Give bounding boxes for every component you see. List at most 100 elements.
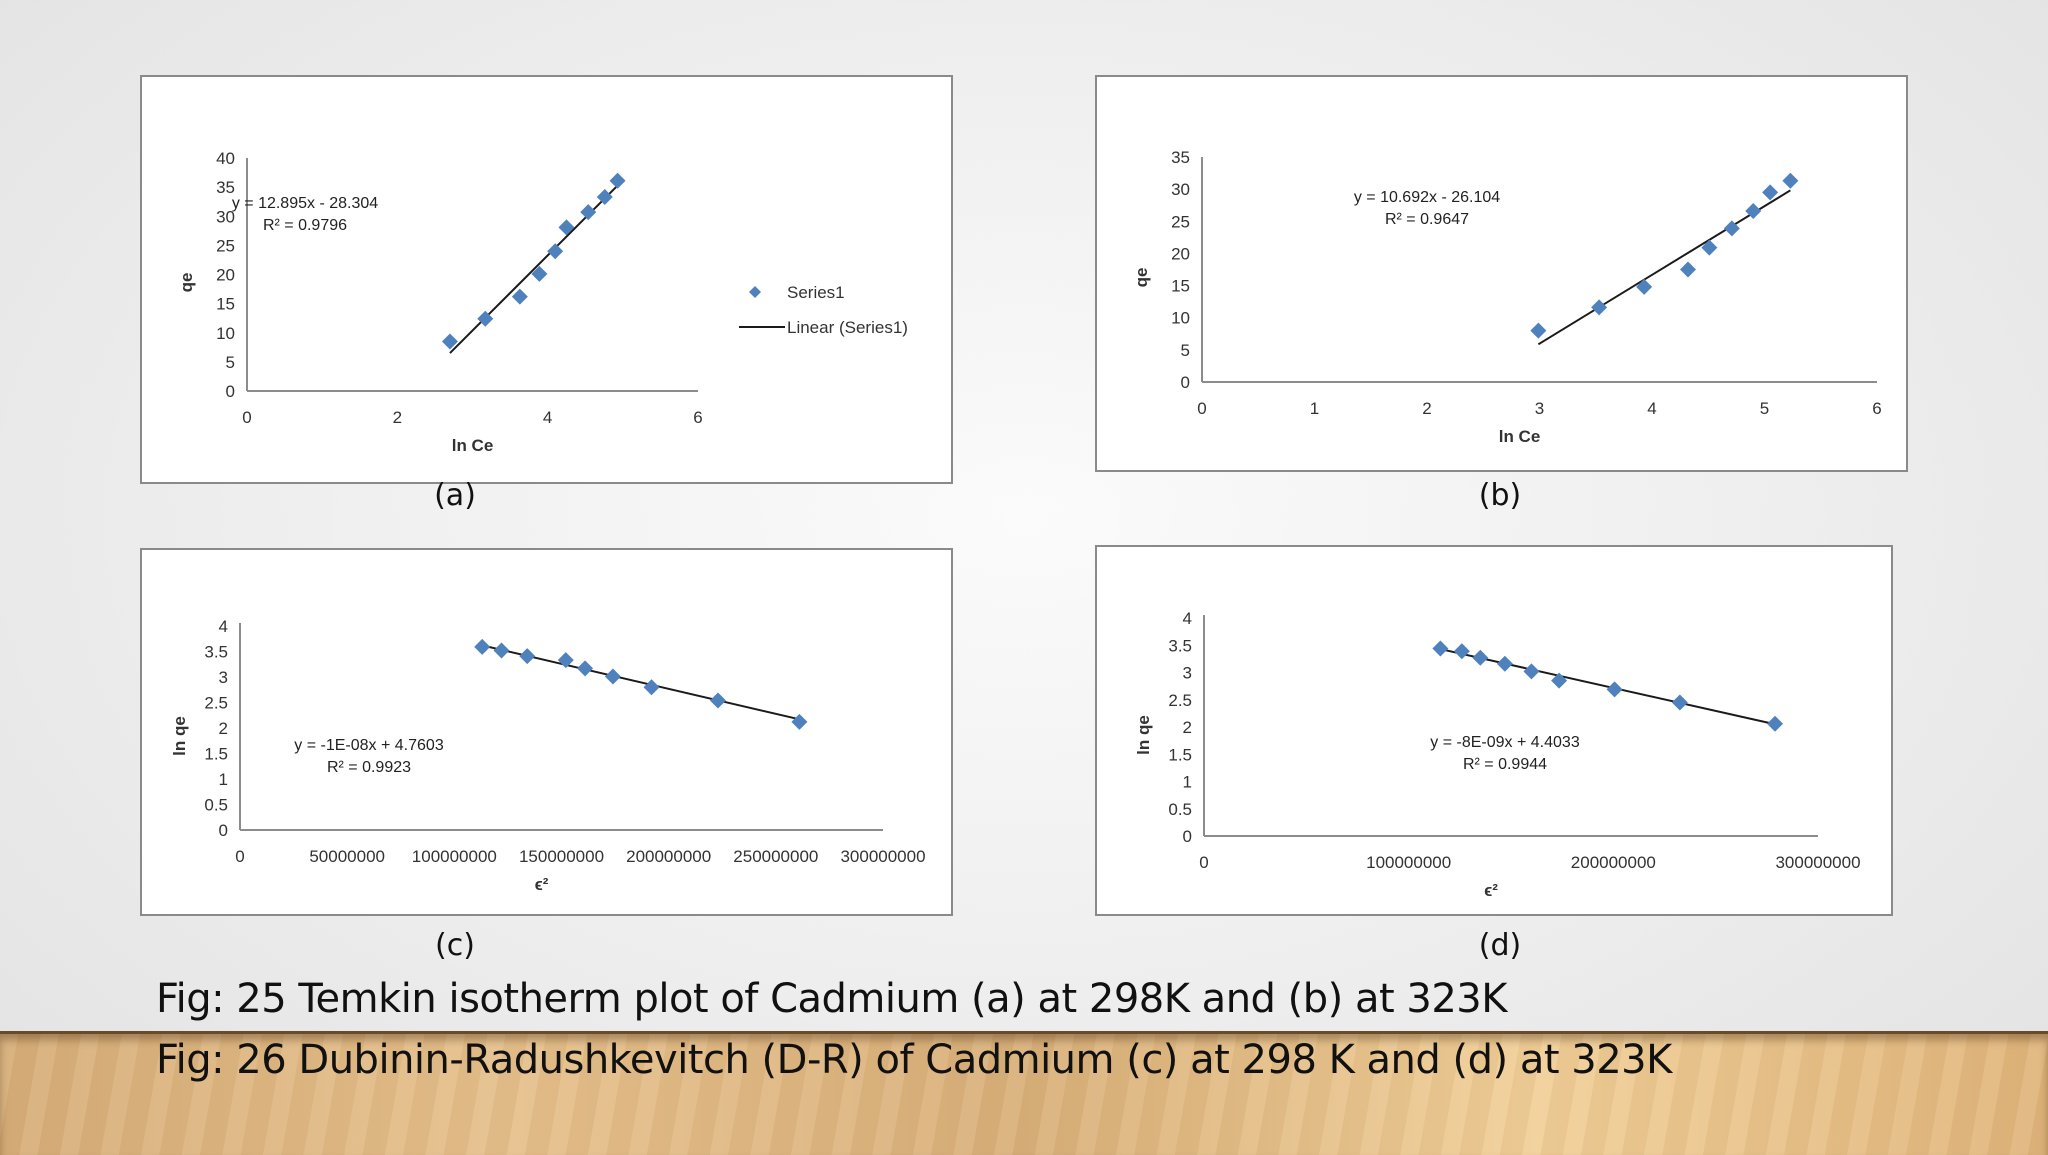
x-tick-label: 250000000 (733, 847, 818, 866)
data-point-marker (519, 648, 536, 665)
y-tick-label: 4 (219, 617, 228, 636)
data-point-marker (1723, 220, 1740, 237)
x-axis-title: ϵ² (1484, 881, 1498, 900)
chart-b: 0 5 10 15 20 25 30 35 0 1 2 3 4 5 6 ln Ce qe y = 10.692x … (1132, 148, 1882, 446)
y-tick-label: 15 (1171, 277, 1190, 296)
data-point-marker (609, 172, 626, 189)
subfigure-label-a: (a) (434, 478, 476, 513)
y-axis-title: ln qe (170, 716, 189, 756)
x-tick-label: 300000000 (840, 847, 925, 866)
y-tick-label: 1 (219, 770, 228, 789)
x-tick-label: 5 (1760, 399, 1769, 418)
y-tick-label: 0 (1183, 827, 1192, 846)
y-tick-label: 35 (216, 178, 235, 197)
data-point-marker (1472, 649, 1489, 666)
y-tick-label: 5 (226, 353, 235, 372)
data-point-marker (604, 668, 621, 685)
x-tick-label: 150000000 (519, 847, 604, 866)
y-axis-title: ln qe (1134, 715, 1153, 755)
r-squared: R² = 0.9796 (263, 217, 347, 234)
y-tick-label: 0.5 (1168, 800, 1192, 819)
x-axis-title: ln Ce (1499, 427, 1541, 446)
data-point-marker (596, 189, 613, 206)
legend-marker-icon (749, 286, 761, 298)
data-point-marker (1591, 299, 1608, 316)
y-tick-label: 1.5 (204, 745, 228, 764)
x-tick-label: 200000000 (1571, 853, 1656, 872)
data-point-marker (1636, 278, 1653, 295)
y-tick-label: 10 (1171, 309, 1190, 328)
data-point-marker (791, 713, 808, 730)
r-squared: R² = 0.9944 (1463, 756, 1547, 773)
y-tick-label: 0 (226, 382, 235, 401)
y-axis-title: qe (177, 273, 196, 293)
y-tick-label: 35 (1171, 148, 1190, 167)
y-tick-label: 20 (1171, 244, 1190, 263)
subfigure-label-d: (d) (1478, 928, 1522, 963)
trendline (1537, 189, 1791, 346)
x-tick-label: 200000000 (626, 847, 711, 866)
chart-d: 0 0.5 1 1.5 2 2.5 3 3.5 4 0 100000000 200000000 3000… (1134, 609, 1861, 900)
y-axis-title: qe (1132, 268, 1151, 288)
x-tick-label: 4 (543, 408, 552, 427)
data-point-marker (1701, 239, 1718, 256)
y-tick-label: 0 (219, 821, 228, 840)
y-tick-label: 0 (1181, 373, 1190, 392)
data-point-marker (547, 243, 564, 260)
y-tick-label: 2 (1183, 718, 1192, 737)
data-point-marker (1523, 663, 1540, 680)
legend-entry-linear: Linear (Series1) (787, 318, 908, 337)
y-tick-label: 3.5 (1168, 636, 1192, 655)
chart-frame-d (1095, 545, 1893, 916)
y-tick-label: 10 (216, 324, 235, 343)
regression-equation: y = 10.692x - 26.104 (1354, 189, 1500, 206)
data-point-marker (1606, 681, 1623, 698)
y-tick-label: 20 (216, 266, 235, 285)
data-point-marker (1530, 322, 1547, 339)
trendline (481, 644, 800, 721)
data-point-marker (1496, 655, 1513, 672)
x-tick-label: 100000000 (412, 847, 497, 866)
data-point-marker (477, 310, 494, 327)
data-point-marker (1671, 694, 1688, 711)
y-tick-label: 1.5 (1168, 745, 1192, 764)
x-tick-label: 0 (1199, 853, 1208, 872)
y-tick-label: 1 (1183, 773, 1192, 792)
regression-equation: y = 12.895x - 28.304 (232, 195, 378, 212)
y-tick-label: 5 (1181, 341, 1190, 360)
figure-caption-26: Fig: 26 Dubinin-Radushkevitch (D-R) of C… (156, 1037, 1672, 1083)
y-tick-label: 0.5 (204, 796, 228, 815)
regression-equation: y = -8E-09x + 4.4033 (1430, 734, 1580, 751)
data-point-marker (493, 642, 510, 659)
legend-entry-series1: Series1 (787, 283, 845, 302)
data-point-marker (577, 660, 594, 677)
x-tick-label: 2 (393, 408, 402, 427)
data-point-marker (1453, 643, 1470, 660)
trendline (1440, 648, 1776, 726)
x-tick-label: 100000000 (1366, 853, 1451, 872)
chart-c: 0 0.5 1 1.5 2 2.5 3 3.5 4 0 50000000 100000000 15000… (170, 617, 926, 894)
chart-a: 0 5 10 15 20 25 30 35 40 0 2 4 6 ln Ce qe y = 12.895x -… (177, 149, 908, 455)
wood-floor-background (0, 1031, 2048, 1155)
x-tick-label: 0 (1197, 399, 1206, 418)
data-point-marker (643, 679, 660, 696)
figure-caption-25: Fig: 25 Temkin isotherm plot of Cadmium … (156, 976, 1507, 1022)
x-axis-title: ln Ce (452, 436, 494, 455)
y-tick-label: 2.5 (1168, 691, 1192, 710)
x-tick-label: 0 (242, 408, 251, 427)
data-point-marker (1745, 203, 1762, 219)
y-tick-label: 3 (219, 668, 228, 687)
data-point-marker (1551, 672, 1568, 689)
data-point-marker (557, 652, 574, 669)
y-tick-label: 25 (1171, 212, 1190, 231)
data-point-marker (1782, 172, 1799, 189)
data-point-marker (1432, 640, 1449, 657)
regression-equation: y = -1E-08x + 4.7603 (294, 737, 444, 754)
data-point-marker (1767, 715, 1784, 732)
data-point-marker (580, 204, 597, 221)
chart-frame-b (1095, 75, 1908, 472)
subfigure-label-c: (c) (435, 928, 475, 963)
y-tick-label: 3.5 (204, 643, 228, 662)
r-squared: R² = 0.9647 (1385, 211, 1469, 228)
data-point-marker (511, 288, 528, 305)
